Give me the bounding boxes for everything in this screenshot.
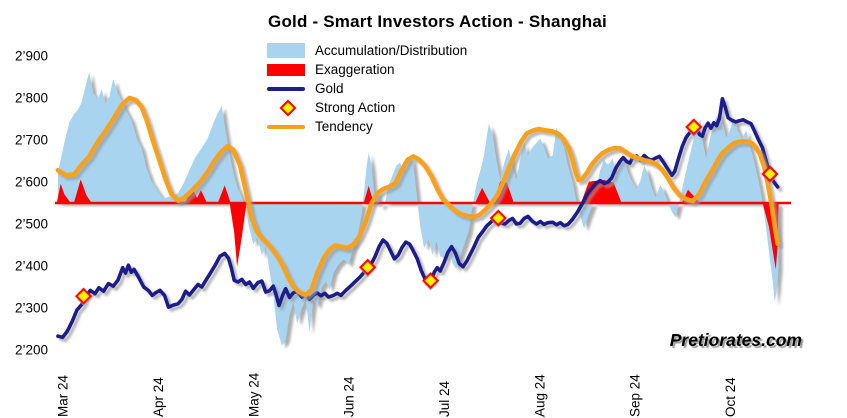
x-tick-label: Apr 24 xyxy=(151,377,166,417)
exaggeration-area xyxy=(229,202,247,267)
legend-item-strong-action: Strong Action xyxy=(267,98,467,117)
strong-action-diamond-icon xyxy=(279,99,297,116)
x-tick-label: Mar 24 xyxy=(56,374,71,417)
accumulation-swatch-icon xyxy=(267,43,305,58)
y-tick-label: 2’400 xyxy=(15,259,48,274)
strong-action-marker xyxy=(421,272,440,290)
legend-item-gold: Gold xyxy=(267,79,467,98)
strong-action-marker xyxy=(359,258,377,276)
y-tick-label: 2’300 xyxy=(15,301,48,316)
y-tick-label: 2’200 xyxy=(15,343,48,358)
exaggeration-area xyxy=(363,185,374,203)
legend-label-gold: Gold xyxy=(315,81,344,96)
strong-action-marker xyxy=(489,209,507,227)
exaggeration-swatch-icon xyxy=(267,63,305,76)
y-tick-label: 2’800 xyxy=(15,91,48,106)
gold-line-swatch-icon xyxy=(267,86,305,91)
exaggeration-area xyxy=(56,183,71,203)
strong-action-marker xyxy=(761,165,779,183)
legend-label-strong-action: Strong Action xyxy=(315,100,396,115)
tendency-swatch-icon xyxy=(267,124,305,129)
exaggeration-area xyxy=(581,179,622,203)
x-tick-label: Oct 24 xyxy=(723,377,738,417)
page-title: Gold - Smart Investors Action - Shanghai xyxy=(268,12,607,31)
legend-item-accumulation: Accumulation/Distribution xyxy=(267,41,467,60)
legend-label-accumulation: Accumulation/Distribution xyxy=(315,43,468,58)
legend: Accumulation/Distribution Exaggeration G… xyxy=(267,41,467,136)
legend-item-tendency: Tendency xyxy=(267,117,467,136)
exaggeration-area xyxy=(218,185,231,203)
strong-action-marker xyxy=(74,287,93,305)
x-tick-label: May 24 xyxy=(246,372,261,417)
exaggeration-area xyxy=(74,179,92,203)
accumulation-area xyxy=(57,72,779,346)
y-tick-label: 2’600 xyxy=(15,175,48,190)
legend-item-exaggeration: Exaggeration xyxy=(267,60,467,79)
x-tick-label: Jul 24 xyxy=(437,380,452,417)
y-tick-label: 2’500 xyxy=(15,217,48,232)
x-tick-label: Jun 24 xyxy=(342,376,357,417)
strong-action-marker xyxy=(685,118,703,136)
tendency-line xyxy=(55,95,780,298)
watermark: Pretiorates.com xyxy=(669,330,802,350)
y-tick-label: 2’900 xyxy=(15,49,48,64)
exaggeration-area xyxy=(475,187,490,203)
legend-label-tendency: Tendency xyxy=(315,119,373,134)
x-tick-label: Sep 24 xyxy=(628,374,643,417)
y-tick-label: 2’700 xyxy=(15,133,48,148)
legend-label-exaggeration: Exaggeration xyxy=(315,62,395,77)
x-tick-label: Aug 24 xyxy=(532,374,547,417)
